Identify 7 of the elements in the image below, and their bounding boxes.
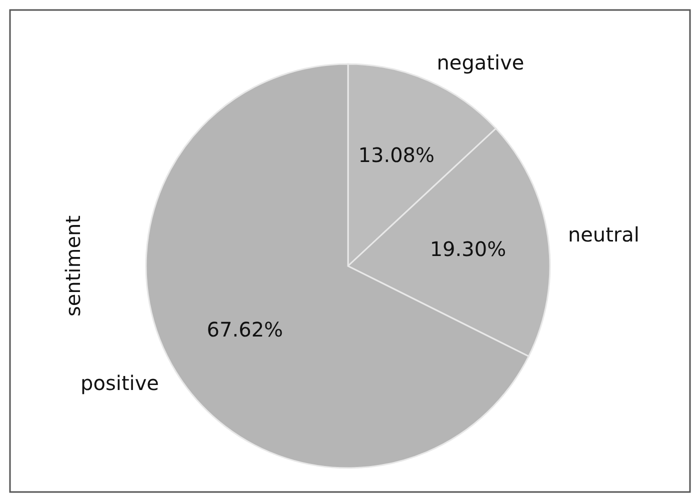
data-label: 13.08% — [358, 142, 435, 167]
data-label: 19.30% — [430, 236, 506, 261]
slice-label: positive — [80, 370, 159, 395]
text: sentiment — [61, 215, 85, 317]
data-label: 67.62% — [206, 318, 284, 342]
slice-label: negative — [436, 50, 524, 74]
slice-label: neutral — [568, 222, 640, 246]
